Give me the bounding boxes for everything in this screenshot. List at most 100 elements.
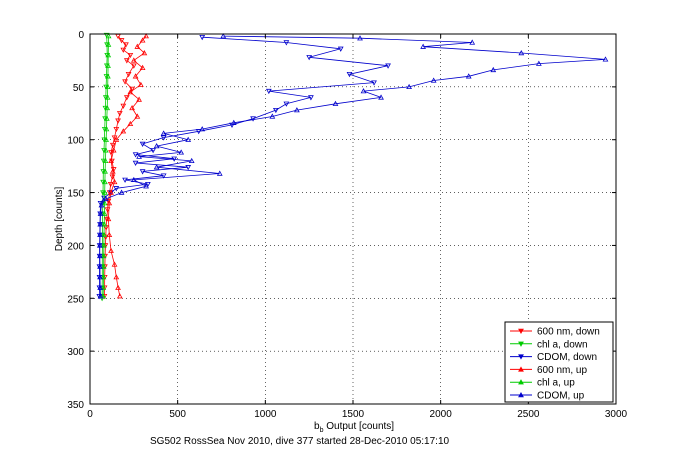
data-point [406,83,412,90]
data-point [160,135,167,141]
data-point [102,195,109,202]
legend-label: CDOM, up [537,391,585,402]
x-axis-label-subscript: b [320,427,324,434]
y-tick-label: 100 [67,136,84,147]
data-point [103,126,110,132]
data-point [102,157,109,164]
x-tick-label: 1000 [254,409,277,420]
data-point [130,63,137,69]
data-point [357,35,363,41]
data-point [160,173,167,179]
legend-label: chl a, up [537,378,575,389]
data-point [110,147,117,153]
data-point [103,216,110,223]
data-point [101,189,108,195]
x-tick-label: 0 [87,409,93,420]
data-point [143,183,149,189]
x-axis-label-rest: Output [counts] [323,421,394,432]
data-point [113,274,120,280]
data-point [283,40,290,46]
data-point [98,202,105,208]
data-point [160,130,167,136]
data-point [104,83,111,90]
data-point [113,126,120,133]
y-tick-label: 150 [67,189,84,200]
data-point [518,50,525,56]
series-group [105,33,149,299]
data-point [105,41,112,47]
data-point [97,274,103,280]
data-point [103,84,110,90]
data-point [378,94,384,100]
data-point [100,242,107,248]
data-point [108,247,114,253]
x-axis-label-main: b [314,421,320,432]
data-point [134,113,141,119]
data-point [100,274,107,280]
data-point [100,284,107,290]
data-point [371,80,377,86]
data-point [101,210,108,216]
x-tick-label: 2500 [517,409,540,420]
data-point [199,35,206,41]
data-point [130,57,137,63]
data-point [102,243,109,249]
data-point [116,293,123,299]
x-tick-label: 500 [169,409,186,420]
data-point [106,200,113,206]
data-point [132,73,139,79]
data-point [127,120,134,127]
legend-marker [518,341,524,347]
data-point [185,165,192,171]
y-tick-label: 250 [67,294,84,305]
data-point [220,33,227,39]
data-point [111,135,118,141]
x-tick-label: 3000 [605,409,628,420]
data-point [113,186,120,192]
data-point [109,168,116,174]
y-tick-label: 200 [67,241,84,252]
data-point [107,181,114,188]
data-point [469,39,476,45]
data-point [111,261,118,267]
data-point [102,178,108,185]
data-point [118,189,125,195]
legend-marker [518,391,524,398]
data-point [101,231,107,238]
data-point [123,58,130,64]
data-point [109,142,116,149]
data-point [102,116,108,122]
data-point [216,170,223,176]
data-point [105,215,112,222]
data-point [100,263,107,269]
data-point [100,252,107,259]
data-point [294,107,300,113]
legend-label: chl a, down [537,339,588,350]
data-point [306,55,313,61]
data-point [134,43,141,49]
x-tick-label: 2000 [430,409,453,420]
figure-caption: SG502 RossSea Nov 2010, dive 377 started… [150,436,450,447]
data-point [129,86,135,92]
data-point [115,284,121,290]
y-axis-label: Depth [counts] [54,187,65,252]
data-point [332,100,339,106]
data-point [465,73,472,79]
data-point [535,60,542,66]
data-point [104,104,111,111]
data-point [143,33,149,39]
data-point [122,79,128,85]
data-point [308,95,314,101]
legend-marker [518,379,524,385]
data-point [130,176,137,183]
data-point [120,103,127,109]
data-point [265,88,272,95]
data-point [420,43,427,49]
data-point [283,101,290,107]
x-tick-label: 1500 [342,409,365,420]
data-point [96,294,103,300]
series-line [99,35,606,297]
data-point [136,96,142,102]
